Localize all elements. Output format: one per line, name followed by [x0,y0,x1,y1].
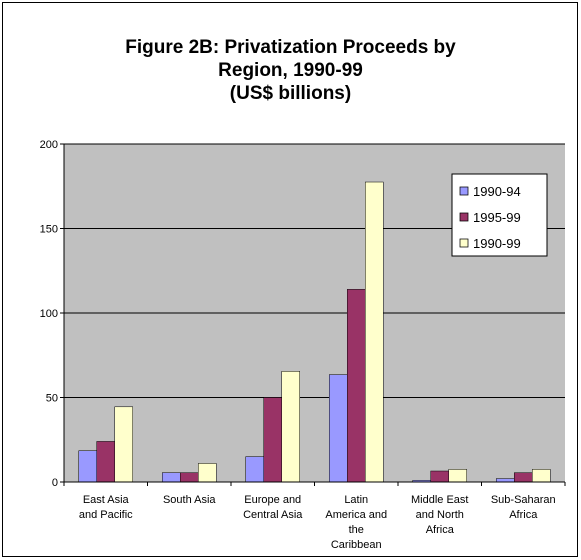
x-category-label: and North [416,509,464,521]
x-category-label: Middle East [411,494,468,506]
chart-title-line-1: Figure 2B: Privatization Proceeds by [125,37,456,58]
x-category-label: Central Asia [243,509,303,521]
y-tick-label: 100 [40,308,58,320]
y-tick-label: 200 [40,139,58,151]
bar-1995-99 [263,397,282,483]
x-category-label: Latin [344,494,368,506]
y-tick-label: 50 [46,393,58,405]
bar-1990-99 [365,181,384,483]
bar-1990-99 [114,406,133,483]
y-tick-label: 150 [40,224,58,236]
legend-label: 1995-99 [473,210,521,225]
x-category-label: Sub-Saharan [491,494,556,506]
bar-1990-94 [496,478,515,483]
bar-1995-99 [96,441,115,483]
bar-1995-99 [514,472,533,483]
legend-swatch [459,186,469,196]
chart-title: Figure 2B: Privatization Proceeds by Reg… [0,36,581,105]
x-category-label: Caribbean [331,539,382,551]
y-tick-label: 0 [52,477,58,489]
bar-1990-94 [78,450,97,483]
bar-1995-99 [347,289,366,483]
x-category-label: South Asia [163,494,216,506]
bar-1990-99 [281,371,300,483]
bar-1990-94 [245,456,264,483]
bar-1995-99 [180,472,199,483]
x-category-label: East Asia [83,494,130,506]
x-category-label: Europe and [244,494,301,506]
x-category-label: Africa [509,509,538,521]
chart-title-line-3: (US$ billions) [229,83,352,104]
chart-title-line-2: Region, 1990-99 [218,60,363,81]
bar-1995-99 [430,470,449,483]
x-category-label: and Pacific [79,509,133,521]
legend-swatch [459,212,469,222]
legend-label: 1990-99 [473,236,521,251]
bar-1990-94 [162,472,181,483]
legend-label: 1990-94 [473,184,521,199]
bar-1990-99 [448,469,467,483]
bar-1990-99 [198,463,217,483]
bar-1990-99 [532,469,551,483]
x-category-label: the [349,524,364,536]
bar-1990-94 [329,374,348,483]
x-category-label: America and [325,509,387,521]
x-category-label: Africa [426,524,455,536]
legend-swatch [459,238,469,248]
